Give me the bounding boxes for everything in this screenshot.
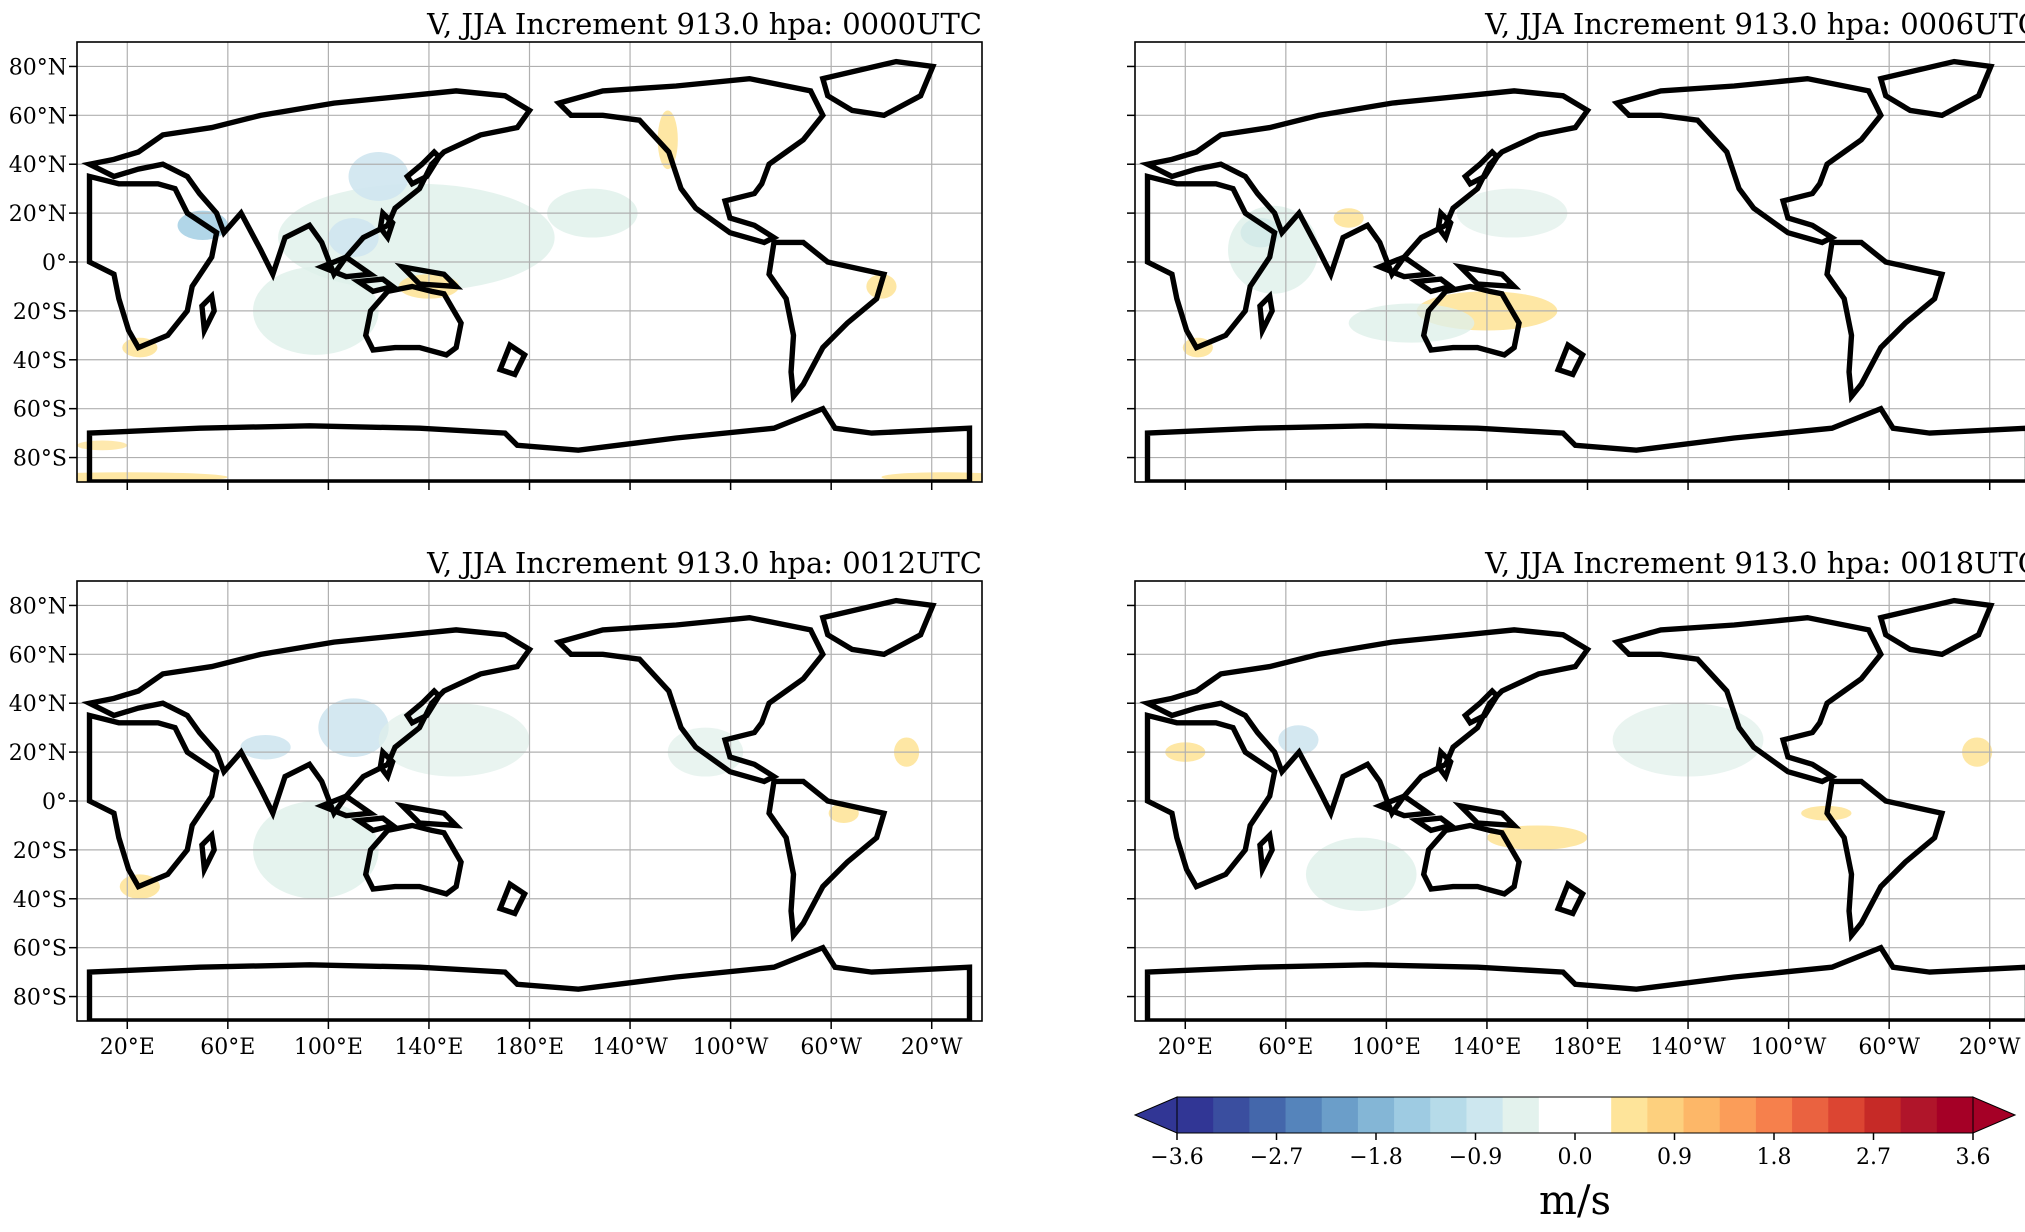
colorbar: −3.6 −2.7 −1.8 −0.9 0.0 0.9 1.8 2.7 3.6 m/s xyxy=(1133,1096,2017,1224)
lat-tick-label: 80°S xyxy=(13,447,67,472)
lon-tick-label: 20°E xyxy=(1158,1035,1213,1060)
colorbar-tick-label: 0.9 xyxy=(1657,1145,1692,1170)
colorbar-tick-label: 0.0 xyxy=(1558,1145,1593,1170)
lat-tick-label: 0° xyxy=(42,790,67,815)
map-panel: V, JJA Increment 913.0 hpa: 0012UTC 80°N 6… xyxy=(9,546,983,1060)
lon-tick-label: 20°W xyxy=(1959,1035,2021,1060)
map-panel: V, JJA Increment 913.0 hpa: 0000UTC 80°N 6… xyxy=(9,7,983,490)
colorbar-tick-label: −2.7 xyxy=(1250,1145,1303,1170)
colorbar-segment xyxy=(1430,1097,1468,1133)
colorbar-segment xyxy=(1828,1097,1866,1133)
lat-tick-label: 60°S xyxy=(13,398,67,423)
lon-tick-label: 100°E xyxy=(294,1035,363,1060)
map-panel: V, JJA Increment 913.0 hpa: 0006UTC xyxy=(1127,7,2025,490)
increment-contour xyxy=(1305,837,1417,911)
lon-tick-label: 60°E xyxy=(200,1035,255,1060)
increment-contour xyxy=(318,698,389,758)
panel-title: V, JJA Increment 913.0 hpa: 0018UTC xyxy=(1484,546,2025,580)
lat-tick-label: 20°N xyxy=(9,741,67,766)
lat-tick-label: 80°N xyxy=(9,55,67,80)
panels-root: V, JJA Increment 913.0 hpa: 0000UTC 80°N 6… xyxy=(9,7,2025,1060)
lat-tick-label: 20°S xyxy=(13,839,67,864)
colorbar-extend-max xyxy=(1972,1096,2017,1134)
colorbar-segment xyxy=(1177,1097,1214,1133)
colorbar-segment xyxy=(1864,1097,1902,1133)
lon-tick-label: 100°W xyxy=(1751,1035,1827,1060)
increment-contour xyxy=(77,440,128,451)
lon-tick-label: 140°W xyxy=(1650,1035,1726,1060)
lat-tick-label: 20°S xyxy=(13,300,67,325)
colorbar-segment xyxy=(1502,1097,1540,1133)
colorbar-extend-min xyxy=(1133,1096,1178,1134)
colorbar-segment xyxy=(1647,1097,1685,1133)
increment-contour xyxy=(1278,725,1319,755)
increment-contour xyxy=(348,152,409,201)
colorbar-segment xyxy=(1719,1097,1757,1133)
colorbar-tick-label: −3.6 xyxy=(1150,1145,1203,1170)
colorbar-segment xyxy=(1466,1097,1504,1133)
lat-tick-label: 60°N xyxy=(9,104,67,129)
lon-tick-label: 20°E xyxy=(100,1035,155,1060)
lon-tick-label: 100°E xyxy=(1352,1035,1421,1060)
lon-tick-label: 20°W xyxy=(901,1035,963,1060)
lon-tick-label: 100°W xyxy=(693,1035,769,1060)
colorbar-segment xyxy=(1900,1097,1938,1133)
increment-contour xyxy=(657,110,678,170)
colorbar-unit-label: m/s xyxy=(1539,1178,1611,1224)
colorbar-segment xyxy=(1249,1097,1287,1133)
increment-contour xyxy=(240,735,291,760)
colorbar-tick-label: 1.8 xyxy=(1757,1145,1792,1170)
colorbar-segment xyxy=(1575,1097,1612,1133)
colorbar-segment xyxy=(1321,1097,1359,1133)
lat-tick-label: 40°S xyxy=(13,888,67,913)
lon-tick-label: 140°E xyxy=(394,1035,463,1060)
lat-tick-label: 40°S xyxy=(13,349,67,374)
lon-tick-label: 140°E xyxy=(1452,1035,1521,1060)
colorbar-segment xyxy=(1755,1097,1793,1133)
lon-tick-label: 60°E xyxy=(1258,1035,1313,1060)
lon-tick-label: 60°W xyxy=(1858,1035,1920,1060)
panel-title: V, JJA Increment 913.0 hpa: 0000UTC xyxy=(426,7,982,41)
lat-tick-label: 20°N xyxy=(9,202,67,227)
panel-title: V, JJA Increment 913.0 hpa: 0012UTC xyxy=(426,546,982,580)
colorbar-segment xyxy=(1285,1097,1323,1133)
colorbar-segment xyxy=(1357,1097,1395,1133)
lat-tick-label: 0° xyxy=(42,251,67,276)
colorbar-segment xyxy=(1683,1097,1721,1133)
increment-contour xyxy=(278,183,555,292)
colorbar-segment xyxy=(1213,1097,1250,1133)
lat-tick-label: 40°N xyxy=(9,153,67,178)
colorbar-tick-label: 3.6 xyxy=(1956,1145,1991,1170)
colorbar-segment xyxy=(1936,1097,1974,1133)
colorbar-tick-label: −0.9 xyxy=(1449,1145,1502,1170)
colorbar-tick-label: 2.7 xyxy=(1856,1145,1891,1170)
colorbar-segment xyxy=(1538,1097,1576,1133)
lon-tick-label: 180°E xyxy=(495,1035,564,1060)
lat-tick-label: 60°N xyxy=(9,643,67,668)
increment-contour xyxy=(1333,208,1364,228)
lat-tick-label: 40°N xyxy=(9,692,67,717)
lon-tick-label: 140°W xyxy=(592,1035,668,1060)
lon-tick-label: 60°W xyxy=(800,1035,862,1060)
lon-tick-label: 180°E xyxy=(1553,1035,1622,1060)
lat-tick-label: 60°S xyxy=(13,937,67,962)
increment-contour xyxy=(328,218,379,258)
colorbar-segment xyxy=(1792,1097,1829,1133)
colorbar-tick-label: −1.8 xyxy=(1349,1145,1402,1170)
colorbar-segment xyxy=(1394,1097,1431,1133)
lat-tick-label: 80°S xyxy=(13,986,67,1011)
map-panel: V, JJA Increment 913.0 hpa: 0018UTC 20°E 6… xyxy=(1127,546,2025,1060)
panel-title: V, JJA Increment 913.0 hpa: 0006UTC xyxy=(1484,7,2025,41)
lat-tick-label: 80°N xyxy=(9,594,67,619)
increment-contour xyxy=(1486,825,1588,850)
colorbar-segment xyxy=(1611,1097,1648,1133)
increment-contour xyxy=(1348,303,1475,343)
